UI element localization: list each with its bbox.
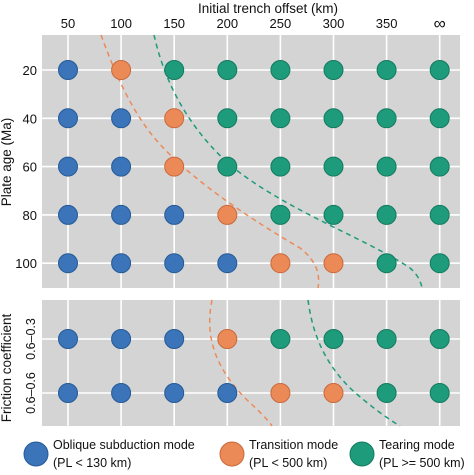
tearing-marker xyxy=(270,204,291,225)
tearing-marker xyxy=(217,156,238,177)
tearing-marker xyxy=(376,108,397,129)
y-tick-label: 0.6–0.3 xyxy=(24,318,38,360)
tearing-marker xyxy=(376,60,397,80)
tearing-marker xyxy=(270,156,291,177)
x-axis-title: Initial trench offset (km) xyxy=(198,1,338,16)
oblique-marker xyxy=(164,204,185,225)
transition-marker xyxy=(164,108,185,129)
oblique-marker xyxy=(58,253,78,274)
transition-marker xyxy=(111,60,132,80)
transition-boundary-curve-friction xyxy=(208,299,273,427)
x-tick-label: 350 xyxy=(376,16,398,31)
tearing-marker xyxy=(270,108,291,129)
oblique-marker xyxy=(111,383,132,403)
x-tick-label: 250 xyxy=(270,16,292,31)
legend-sublabel: (PL < 130 km) xyxy=(53,456,131,470)
tearing-boundary-curve-friction xyxy=(307,299,401,427)
plate-age-panel xyxy=(42,35,460,288)
tearing-marker xyxy=(429,204,450,225)
y-axis-title-plate-age: Plate age (Ma) xyxy=(0,118,14,207)
oblique-marker xyxy=(58,204,78,225)
tearing-marker xyxy=(429,253,450,274)
tearing-marker xyxy=(376,156,397,177)
oblique-marker xyxy=(58,329,78,349)
tearing-marker xyxy=(270,60,291,80)
plate-age-markers xyxy=(58,60,450,274)
tearing-marker xyxy=(217,108,238,129)
transition-marker xyxy=(217,204,238,225)
x-tick-label: ∞ xyxy=(434,14,446,33)
tearing-marker xyxy=(376,329,397,349)
x-tick-label: 50 xyxy=(61,16,75,31)
tearing-marker xyxy=(323,60,344,80)
x-tick-label: 100 xyxy=(110,16,132,31)
tearing-legend-marker xyxy=(349,441,375,467)
oblique-marker xyxy=(164,329,185,349)
oblique-marker xyxy=(111,156,132,177)
oblique-marker xyxy=(58,60,78,80)
oblique-marker xyxy=(111,108,132,129)
y-axis-title-friction: Friction coefficient xyxy=(0,313,14,422)
tearing-marker xyxy=(323,329,344,349)
tearing-marker xyxy=(376,253,397,274)
y-tick-label: 80 xyxy=(23,208,37,223)
y-tick-label: 100 xyxy=(15,256,37,271)
tearing-marker xyxy=(323,204,344,225)
tearing-marker xyxy=(429,108,450,129)
transition-marker xyxy=(270,253,291,274)
oblique-marker xyxy=(111,204,132,225)
tearing-marker xyxy=(429,329,450,349)
tearing-marker xyxy=(217,60,238,80)
oblique-legend-marker xyxy=(23,441,49,467)
oblique-marker xyxy=(217,383,238,403)
oblique-marker xyxy=(58,108,78,129)
legend-label: Oblique subduction mode xyxy=(53,438,195,452)
legend-label: Transition mode xyxy=(249,438,338,452)
oblique-marker xyxy=(164,383,185,403)
legend-sublabel: (PL < 500 km) xyxy=(249,456,327,470)
legend-label: Tearing mode xyxy=(379,438,455,452)
transition-marker xyxy=(323,383,344,403)
legend-sublabel: (PL >= 500 km) xyxy=(379,456,465,470)
transition-legend-marker xyxy=(219,441,245,467)
tearing-marker xyxy=(323,108,344,129)
tearing-marker xyxy=(164,60,185,80)
tearing-marker xyxy=(270,329,291,349)
oblique-marker xyxy=(111,253,132,274)
friction-panel xyxy=(42,300,460,426)
tearing-marker xyxy=(429,60,450,80)
x-axis-tick-labels: 50 100 150 200 250 300 350 ∞ xyxy=(61,14,446,33)
x-tick-label: 150 xyxy=(163,16,185,31)
transition-marker xyxy=(323,253,344,274)
tearing-marker xyxy=(376,204,397,225)
tearing-marker xyxy=(323,156,344,177)
friction-tick-labels: 0.6–0.3 0.6–0.6 xyxy=(24,318,38,414)
friction-markers xyxy=(58,329,450,403)
regime-boundaries xyxy=(100,34,423,427)
tearing-marker xyxy=(376,383,397,403)
plate-age-tick-labels: 20 40 60 80 100 xyxy=(15,63,37,271)
y-tick-label: 40 xyxy=(23,111,37,126)
transition-boundary-curve xyxy=(100,34,320,289)
y-tick-label: 60 xyxy=(23,160,37,175)
tearing-marker xyxy=(429,383,450,403)
transition-marker xyxy=(270,383,291,403)
oblique-marker xyxy=(164,253,185,274)
tearing-marker xyxy=(429,156,450,177)
x-tick-label: 200 xyxy=(216,16,238,31)
x-tick-label: 300 xyxy=(323,16,345,31)
tearing-boundary-curve xyxy=(153,34,423,289)
oblique-marker xyxy=(58,156,78,177)
oblique-marker xyxy=(217,253,238,274)
transition-marker xyxy=(217,329,238,349)
y-tick-label: 0.6–0.6 xyxy=(24,372,38,414)
oblique-marker xyxy=(58,383,78,403)
transition-marker xyxy=(164,156,185,177)
legend: Oblique subduction mode (PL < 130 km) Tran… xyxy=(23,438,465,470)
y-tick-label: 20 xyxy=(23,63,37,78)
oblique-marker xyxy=(111,329,132,349)
